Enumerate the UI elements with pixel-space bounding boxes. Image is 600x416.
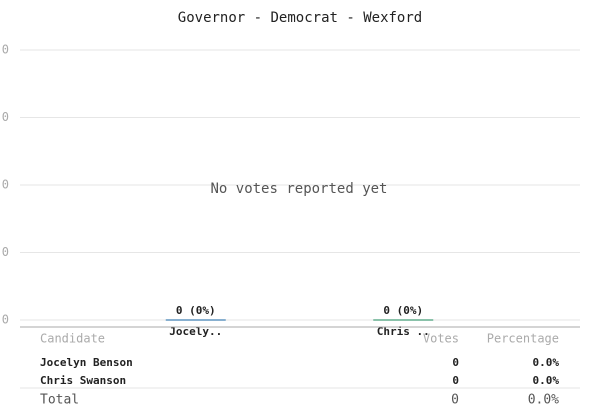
y-tick-label: 0 bbox=[2, 178, 9, 192]
table-header: Candidate bbox=[40, 332, 105, 346]
table-total: Total bbox=[40, 393, 79, 408]
table-total: 0 bbox=[451, 393, 459, 408]
table-cell: 0 bbox=[452, 356, 459, 369]
y-tick-label: 0 bbox=[2, 43, 9, 57]
table-cell: 0.0% bbox=[533, 356, 560, 369]
table-cell: 0.0% bbox=[533, 374, 560, 387]
table-cell: Jocelyn Benson bbox=[40, 356, 133, 369]
chart-title: Governor - Democrat - Wexford bbox=[178, 10, 422, 26]
table-header: Percentage bbox=[487, 332, 559, 346]
table-cell: 0 bbox=[452, 374, 459, 387]
table-cell: Chris Swanson bbox=[40, 374, 126, 387]
annotation: No votes reported yet bbox=[210, 181, 387, 197]
table-header: Votes bbox=[423, 332, 459, 346]
y-tick-label: 0 bbox=[2, 313, 9, 327]
y-tick-label: 0 bbox=[2, 245, 9, 259]
value-label: 0 (0%) bbox=[176, 304, 216, 317]
x-tick-label: Chris .. bbox=[377, 325, 430, 338]
value-label: 0 (0%) bbox=[383, 304, 423, 317]
x-tick-label: Jocely.. bbox=[169, 325, 222, 338]
table-total: 0.0% bbox=[528, 393, 559, 408]
y-tick-label: 0 bbox=[2, 110, 9, 124]
